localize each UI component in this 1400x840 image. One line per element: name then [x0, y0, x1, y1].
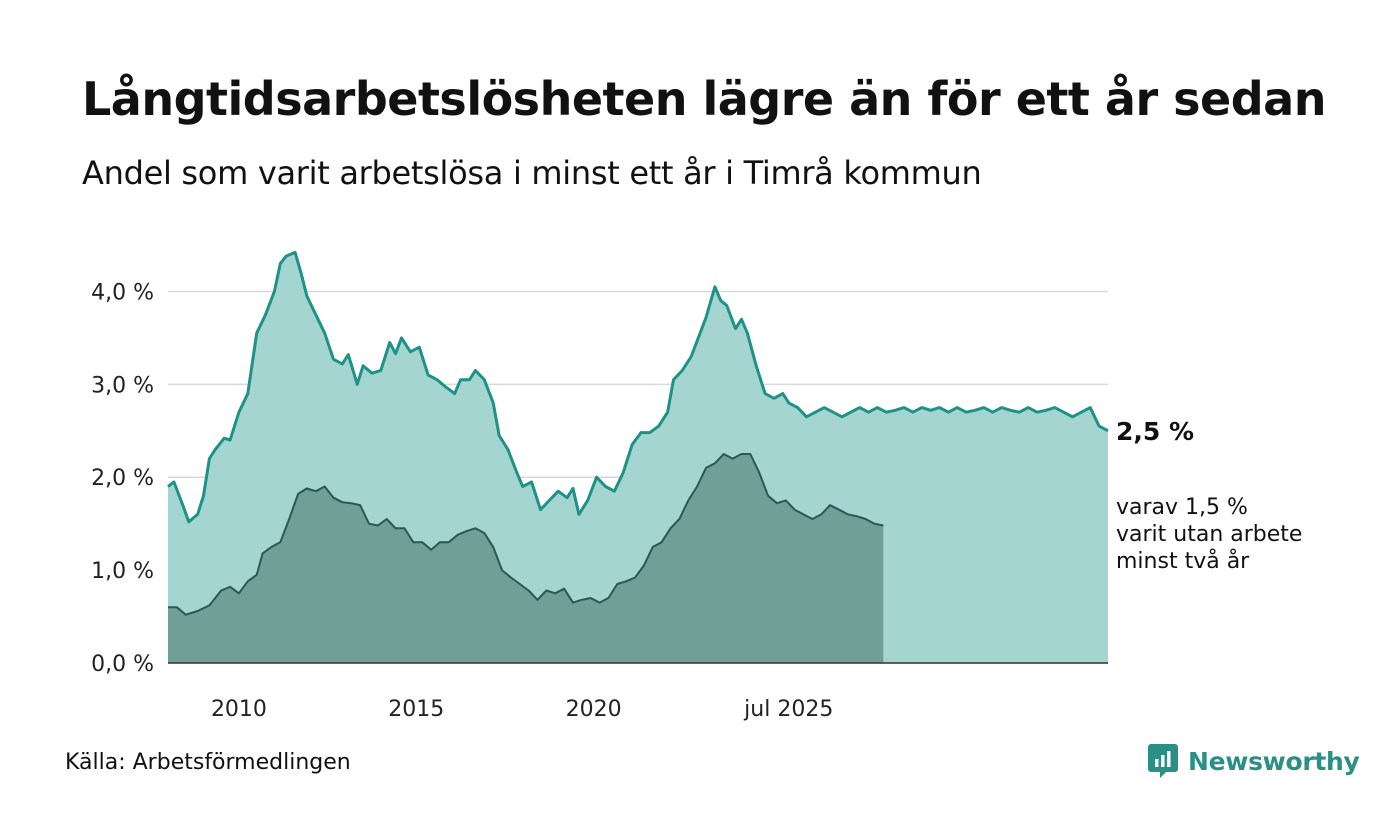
newsworthy-logo-icon [1148, 744, 1178, 778]
series-1-line [167, 250, 1109, 524]
x-tick-label: 2010 [211, 697, 267, 722]
chart-subtitle: Andel som varit arbetslösa i minst ett å… [82, 154, 982, 192]
end-labels: 2,5 % varav 1,5 % varit utan arbete minst t… [1116, 417, 1302, 574]
series-2-line [168, 453, 884, 616]
x-tick-label: jul 2025 [743, 697, 833, 722]
x-axis: 2010 2015 2020 jul 2025 [211, 697, 833, 722]
chart-areas [167, 250, 1109, 664]
y-axis: 0,0 % 1,0 % 2,0 % 3,0 % 4,0 % [91, 280, 154, 677]
brand-name: Newsworthy [1188, 746, 1360, 776]
y-tick-label: 0,0 % [91, 652, 154, 677]
y-tick-label: 3,0 % [91, 373, 154, 398]
end-label-main: 2,5 % [1116, 417, 1194, 446]
brand[interactable]: Newsworthy [1148, 744, 1360, 778]
series-2-area [168, 454, 884, 663]
end-label-secondary: varav 1,5 % varit utan arbete minst två år [1116, 495, 1302, 574]
y-tick-label: 1,0 % [91, 559, 154, 584]
y-tick-label: 4,0 % [91, 280, 154, 305]
chart-title: Långtidsarbetslösheten lägre än för ett … [82, 72, 1326, 126]
y-tick-label: 2,0 % [91, 466, 154, 491]
source-note: Källa: Arbetsförmedlingen [65, 750, 351, 775]
x-tick-label: 2020 [566, 697, 622, 722]
x-tick-label: 2015 [388, 697, 444, 722]
